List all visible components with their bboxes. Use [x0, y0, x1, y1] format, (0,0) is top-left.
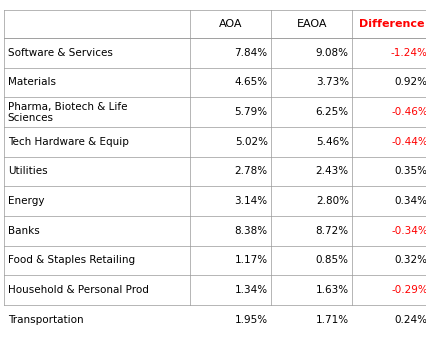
Text: 0.34%: 0.34% — [394, 196, 426, 206]
Text: EAOA: EAOA — [296, 19, 326, 29]
Text: 1.95%: 1.95% — [234, 315, 267, 325]
Text: 6.25%: 6.25% — [315, 107, 348, 117]
Text: 5.02%: 5.02% — [234, 137, 267, 147]
Text: 2.78%: 2.78% — [234, 166, 267, 176]
Text: 3.14%: 3.14% — [234, 196, 267, 206]
Text: 0.85%: 0.85% — [315, 256, 348, 265]
Text: Materials: Materials — [8, 78, 55, 87]
Text: -0.29%: -0.29% — [390, 285, 426, 295]
Text: 9.08%: 9.08% — [315, 48, 348, 58]
Text: -0.46%: -0.46% — [390, 107, 426, 117]
Text: 0.24%: 0.24% — [394, 315, 426, 325]
Text: 1.63%: 1.63% — [315, 285, 348, 295]
Text: Tech Hardware & Equip: Tech Hardware & Equip — [8, 137, 128, 147]
Text: 3.73%: 3.73% — [315, 78, 348, 87]
Text: 1.17%: 1.17% — [234, 256, 267, 265]
Text: 2.80%: 2.80% — [315, 196, 348, 206]
Text: Transportation: Transportation — [8, 315, 83, 325]
Text: Difference: Difference — [358, 19, 423, 29]
Text: Software & Services: Software & Services — [8, 48, 112, 58]
Text: 4.65%: 4.65% — [234, 78, 267, 87]
Text: 0.35%: 0.35% — [394, 166, 426, 176]
Text: Banks: Banks — [8, 226, 39, 236]
Text: 8.38%: 8.38% — [234, 226, 267, 236]
Text: 1.34%: 1.34% — [234, 285, 267, 295]
Text: Utilities: Utilities — [8, 166, 47, 176]
Text: 0.92%: 0.92% — [394, 78, 426, 87]
Text: -0.44%: -0.44% — [390, 137, 426, 147]
Text: 7.84%: 7.84% — [234, 48, 267, 58]
Text: 8.72%: 8.72% — [315, 226, 348, 236]
Text: 2.43%: 2.43% — [315, 166, 348, 176]
Text: 0.32%: 0.32% — [394, 256, 426, 265]
Text: Energy: Energy — [8, 196, 44, 206]
Text: -1.24%: -1.24% — [390, 48, 426, 58]
Text: 5.79%: 5.79% — [234, 107, 267, 117]
Text: -0.34%: -0.34% — [390, 226, 426, 236]
Text: 5.46%: 5.46% — [315, 137, 348, 147]
Text: 1.71%: 1.71% — [315, 315, 348, 325]
Text: AOA: AOA — [218, 19, 242, 29]
Text: Household & Personal Prod: Household & Personal Prod — [8, 285, 148, 295]
Text: Pharma, Biotech & Life
Sciences: Pharma, Biotech & Life Sciences — [8, 102, 127, 122]
Text: Food & Staples Retailing: Food & Staples Retailing — [8, 256, 135, 265]
